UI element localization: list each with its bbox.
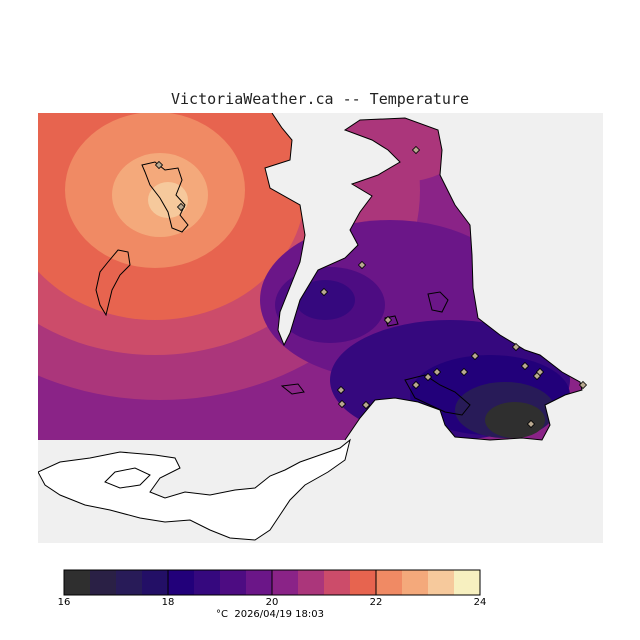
coastline-data xyxy=(264,113,583,441)
colorbar-swatches xyxy=(63,570,481,595)
colorbar-footer: °C 2026/04/19 18:03 xyxy=(0,609,540,620)
colorbar-swatch xyxy=(64,570,91,595)
station-diamond-icon xyxy=(411,145,421,155)
colorbar-swatch xyxy=(324,570,351,595)
colorbar-swatch xyxy=(220,570,247,595)
colorbar-swatch xyxy=(298,570,325,595)
colorbar-swatch xyxy=(90,570,117,595)
timestamp: 2026/04/19 18:03 xyxy=(234,609,324,620)
station-diamond-icon xyxy=(411,380,421,390)
station-diamond-icon xyxy=(361,400,371,410)
station-diamond-icon xyxy=(459,367,469,377)
station-diamond-icon xyxy=(470,351,480,361)
island-upper xyxy=(141,161,189,233)
colorbar-swatch xyxy=(194,570,221,595)
station-markers xyxy=(154,145,588,429)
station-diamond-icon xyxy=(337,399,347,409)
colorbar-swatch xyxy=(350,570,377,595)
colorbar-tick-label: 16 xyxy=(57,597,71,608)
colorbar-swatch xyxy=(272,570,299,595)
station-diamond-icon xyxy=(423,372,433,382)
colorbar-swatch xyxy=(168,570,195,595)
coast-east xyxy=(404,374,471,416)
colorbar-swatch xyxy=(454,570,481,595)
station-diamond-icon xyxy=(176,202,186,212)
colorbar-swatch xyxy=(246,570,273,595)
station-diamond-icon xyxy=(357,260,367,270)
map-title: VictoriaWeather.ca -- Temperature xyxy=(170,90,469,108)
colorbar-frame xyxy=(63,569,481,596)
station-diamond-icon xyxy=(520,361,530,371)
unit-label: °C xyxy=(216,609,228,620)
colorbar-swatch xyxy=(428,570,455,595)
station-diamond-icon xyxy=(336,385,346,395)
station-diamond-icon xyxy=(511,342,521,352)
station-diamond-icon xyxy=(526,419,536,429)
colorbar-tick-label: 24 xyxy=(473,597,487,608)
station-diamond-icon xyxy=(578,380,588,390)
station-diamond-icon xyxy=(319,287,329,297)
small-islet-c xyxy=(384,315,399,327)
colorbar-swatch xyxy=(116,570,143,595)
island-left xyxy=(95,249,131,317)
station-diamond-icon xyxy=(432,367,442,377)
southern-land xyxy=(38,438,351,541)
station-diamond-icon xyxy=(383,315,393,325)
colorbar-swatch xyxy=(376,570,403,595)
station-diamond-icon xyxy=(535,367,545,377)
colorbar-tick-label: 20 xyxy=(265,597,279,608)
river-inlet xyxy=(104,467,151,489)
colorbar-tick-label: 22 xyxy=(369,597,383,608)
small-islet-b xyxy=(427,291,449,313)
colorbar-tick-label: 18 xyxy=(161,597,175,608)
small-islet-a xyxy=(280,383,305,395)
station-diamond-icon xyxy=(154,160,164,170)
colorbar-swatch xyxy=(142,570,169,595)
colorbar-swatch xyxy=(402,570,429,595)
land-masses xyxy=(38,161,471,541)
